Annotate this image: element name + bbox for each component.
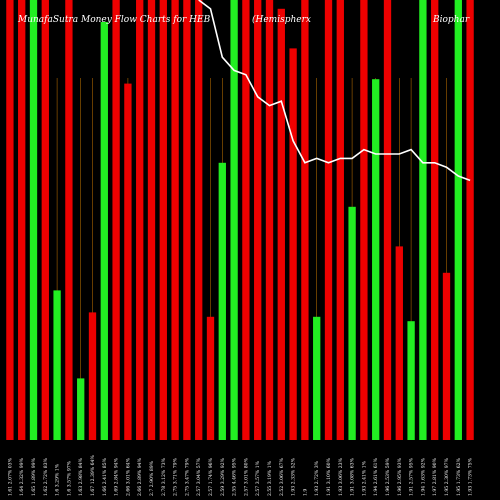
bar-down <box>136 0 144 440</box>
x-tick-label: 1.61 2.07% 03% <box>7 457 13 496</box>
bar-down <box>6 0 14 440</box>
x-tick-label: 1.64 2.32% 99% <box>19 457 25 496</box>
bar-down <box>124 83 132 440</box>
bar-up <box>100 22 108 440</box>
x-tick-label: 1.91 3.10% 60% <box>326 457 332 496</box>
x-tick-label: 2.66 3.01% 64% <box>125 457 131 496</box>
chart-title-far-right: Biophar <box>432 15 470 25</box>
bar-down <box>41 0 49 440</box>
bar-down <box>360 0 368 440</box>
x-tick-label: 1.93 1.73% 75% <box>468 457 474 496</box>
bar-down <box>265 0 274 440</box>
x-tick-label: 1.6 3.57% 97% <box>66 460 72 496</box>
x-tick-label: 1.66 2.41% 85% <box>102 457 108 496</box>
bar-down <box>18 0 26 440</box>
x-tick-label: 1.95 2.30% 97% <box>444 457 450 496</box>
bar-down <box>254 0 262 440</box>
x-tick-label: 1.93 2.72% 3% <box>314 460 320 496</box>
x-tick-label: 1.91 3.08% 63% <box>350 457 356 496</box>
x-tick-label: 2.57 3.04% 57% <box>196 457 202 496</box>
bar-down <box>383 0 392 440</box>
bar-down <box>112 0 120 440</box>
bar-up <box>29 0 38 440</box>
x-tick-label: 1.93 3.06% 23% <box>338 457 344 496</box>
x-tick-label: 2.55 3.19% 1% <box>267 460 273 496</box>
bar-up <box>77 378 85 440</box>
x-tick-label: 1.97 2.81% 90% <box>432 457 438 496</box>
x-tick-label: 1.6 3.29% 1% <box>55 463 61 496</box>
bar-up <box>372 79 380 440</box>
bar-up <box>348 206 356 440</box>
x-tick-label: 1.9 <box>302 489 308 496</box>
x-tick-label: 2.78 3.12% 73% <box>161 457 167 496</box>
bar-down <box>442 272 451 440</box>
bar-down <box>336 0 344 440</box>
bar-down <box>289 48 297 441</box>
bar-down <box>195 0 203 440</box>
chart-title-right: (Hemispherx <box>252 14 311 25</box>
x-tick-label: 2.57 3.57% 1% <box>255 460 261 496</box>
bar-down <box>159 0 167 440</box>
x-tick-label: 2.66 2.89% 94% <box>137 457 143 496</box>
x-tick-label: 2.52 3.06% 67% <box>279 457 285 496</box>
bar-down <box>183 0 191 440</box>
x-tick-label: 2.57 3.01% 80% <box>243 457 249 496</box>
bar-up <box>53 290 61 440</box>
bar-down <box>242 0 250 440</box>
bar-down <box>466 0 474 440</box>
x-tick-label: 1.63 2.98% 84% <box>78 457 84 496</box>
x-tick-label: 1.67 12.39% 64% <box>90 454 96 496</box>
bar-up <box>419 0 427 440</box>
x-tick-label: 2.75 3.47% 79% <box>184 457 190 496</box>
x-tick-label: 1.62 2.72% 83% <box>43 457 49 496</box>
x-tick-label: 2.75 3.71% 79% <box>173 457 179 496</box>
bar-up <box>230 0 238 440</box>
money-flow-line-path <box>198 0 471 182</box>
x-tick-label: 1.96 2.95% 93% <box>397 457 403 496</box>
bar-up <box>218 162 226 441</box>
x-tick-label: 2.59 3.29% 92% <box>220 457 226 496</box>
x-tick-label: 2.55 4.46% 95% <box>232 457 238 496</box>
x-tick-label: 1.94 2.61% 61% <box>373 457 379 496</box>
bar-up <box>407 321 415 440</box>
bar-down <box>206 316 215 440</box>
x-tick-label: 1.65 1.89% 99% <box>31 457 37 496</box>
bar-up <box>454 0 462 440</box>
bar-down <box>65 0 73 440</box>
bar-down <box>324 0 333 440</box>
x-tick-label: 1.95 1.73% 62% <box>456 457 462 496</box>
x-tick-label: 1.93 2.41% 1% <box>361 460 367 496</box>
bar-down <box>88 312 97 440</box>
bar-down <box>171 0 179 440</box>
chart-title-left: MunafaSutra Money Flow Charts for HEB <box>17 15 211 25</box>
x-tick-label: 1.93 2.33% 52% <box>291 457 297 496</box>
bar-down <box>431 0 439 440</box>
x-tick-label: 1.94 1.63% 92% <box>420 457 426 496</box>
x-tick-label: 1.69 2.84% 94% <box>114 457 120 496</box>
bars <box>6 0 474 441</box>
bar-up <box>313 316 321 440</box>
x-tick-label: 2.7 2.90% 89% <box>149 460 155 496</box>
bar-down <box>395 246 403 440</box>
bar-down <box>147 0 156 440</box>
x-tick-label: 1.96 2.53% 59% <box>385 457 391 496</box>
bar-down <box>277 8 285 441</box>
x-tick-label: 1.91 2.57% 95% <box>409 457 415 496</box>
x-tick-label: 2.57 1.74% 96% <box>208 457 214 496</box>
bar-down <box>301 0 309 440</box>
money-flow-line <box>198 0 471 182</box>
x-tick-labels: 1.61 2.07% 03% 1.64 2.32% 99% 1.65 1.89% 9… <box>7 454 473 496</box>
